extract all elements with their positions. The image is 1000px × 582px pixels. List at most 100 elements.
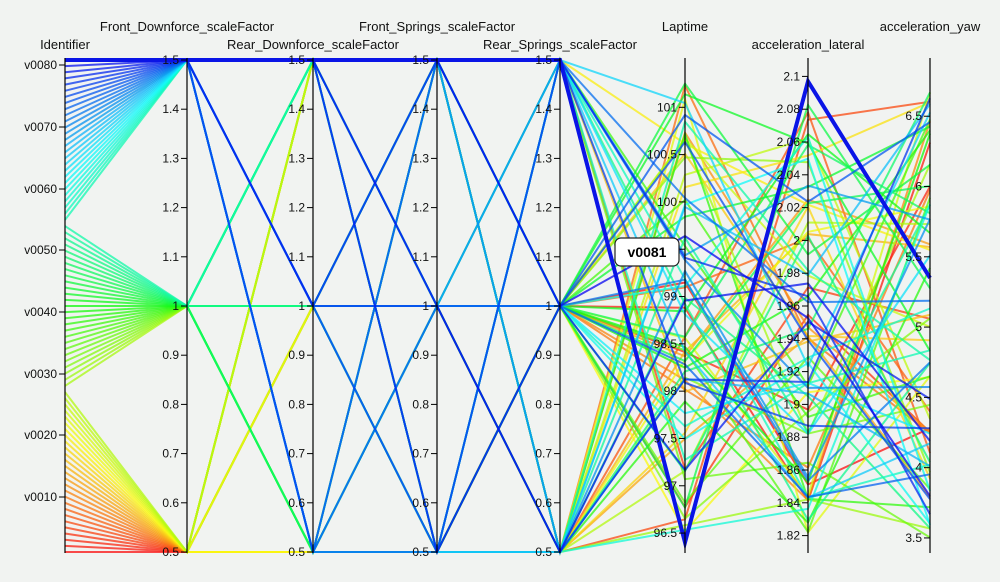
tick-label: 1.2 (412, 201, 429, 215)
tick-label: 3.5 (905, 531, 922, 545)
tick-label: v0060 (24, 182, 57, 196)
tick-label: 1.1 (288, 250, 305, 264)
axis-title: Identifier (40, 37, 91, 52)
tick-label: 0.8 (162, 397, 179, 411)
tick-label: 1.4 (162, 102, 179, 116)
axis-acceleration-yaw[interactable]: acceleration_yaw 3.5 4 4.5 5 5.5 6 6.5 (880, 19, 981, 553)
tick-label: 2.06 (777, 135, 801, 149)
tick-label: 97 (664, 479, 678, 493)
tick-label: v0020 (24, 428, 57, 442)
tick-label: 1.9 (783, 397, 800, 411)
tick-label: 1.5 (412, 53, 429, 67)
tick-label: 0.6 (535, 496, 552, 510)
tick-label: 0.9 (535, 348, 552, 362)
axis-title: Laptime (662, 19, 708, 34)
tick-label: 1.86 (777, 463, 801, 477)
tick-label: 0.6 (412, 496, 429, 510)
tick-label: 1.3 (162, 151, 179, 165)
tick-label: 0.7 (412, 447, 429, 461)
tick-label: 0.9 (162, 348, 179, 362)
tick-label: 100.5 (647, 148, 677, 162)
tick-label: 100 (657, 195, 677, 209)
axis-title: Rear_Springs_scaleFactor (483, 37, 638, 52)
tick-label: 0.7 (288, 447, 305, 461)
axis-rear-springs-scalefactor[interactable]: Rear_Springs_scaleFactor 0.5 0.6 0.7 0.8 0.9 1… (483, 37, 638, 559)
tick-label: 1.1 (412, 250, 429, 264)
tick-label: 0.8 (412, 397, 429, 411)
tick-label: 1 (545, 299, 552, 313)
axis-title: acceleration_yaw (880, 19, 981, 34)
tick-label: 1 (172, 299, 179, 313)
axis-rear-downforce-scalefactor[interactable]: Rear_Downforce_scaleFactor 0.5 0.6 0.7 0.8 0.… (227, 37, 400, 559)
tick-label: v0070 (24, 120, 57, 134)
tick-label: 1.2 (535, 201, 552, 215)
tick-label: 1.5 (288, 53, 305, 67)
tick-label: 0.6 (288, 496, 305, 510)
tick-label: 2.04 (777, 168, 801, 182)
tick-label: v0050 (24, 243, 57, 257)
tick-label: 4.5 (905, 390, 922, 404)
tick-label: 1.88 (777, 430, 801, 444)
axis-title: Front_Downforce_scaleFactor (100, 19, 275, 34)
tick-label: v0030 (24, 367, 57, 381)
tick-label: 0.9 (288, 348, 305, 362)
tick-label: 0.7 (535, 447, 552, 461)
tick-label: 1.94 (777, 332, 801, 346)
axis-title: Rear_Downforce_scaleFactor (227, 37, 400, 52)
tick-label: 0.5 (162, 545, 179, 559)
tick-label: 1.3 (535, 151, 552, 165)
tick-label: 5 (915, 320, 922, 334)
tick-label: 2.02 (777, 201, 801, 215)
tick-label: 2.1 (783, 69, 800, 83)
axis-identifier[interactable]: Identifier v0010 v0020 v0030 v0040 v0050 v0060… (24, 37, 91, 553)
tick-label: 1.5 (535, 53, 552, 67)
tick-label: 0.5 (535, 545, 552, 559)
tick-label: 0.6 (162, 496, 179, 510)
tick-label: 1.1 (535, 250, 552, 264)
tick-label: 1.84 (777, 496, 801, 510)
tick-label: 1.92 (777, 365, 801, 379)
tick-label: 101 (657, 100, 677, 114)
tick-label: 0.8 (535, 397, 552, 411)
tick-label: 1.96 (777, 299, 801, 313)
tick-label: 6 (915, 180, 922, 194)
tick-label: 0.8 (288, 397, 305, 411)
tick-label: 1.1 (162, 250, 179, 264)
highlighted-series-line[interactable] (65, 58, 932, 551)
tick-label: 0.5 (412, 545, 429, 559)
tick-label: 1.2 (162, 201, 179, 215)
tick-label: 1.4 (412, 102, 429, 116)
tick-label: 1 (422, 299, 429, 313)
hover-tooltip: v0081 (614, 237, 680, 267)
tick-label: 5.5 (905, 250, 922, 264)
tick-label: 0.7 (162, 447, 179, 461)
polylines-layer (64, 56, 932, 556)
tick-label: 97.5 (654, 431, 678, 445)
tick-label: v0040 (24, 305, 57, 319)
axis-front-springs-scalefactor[interactable]: Front_Springs_scaleFactor 0.5 0.6 0.7 0.8 0.9… (359, 19, 516, 559)
axis-front-downforce-scalefactor[interactable]: Front_Downforce_scaleFactor 0.5 0.6 0.7 0.8 0… (100, 19, 275, 559)
tick-label: 0.5 (288, 545, 305, 559)
tick-label: 1 (298, 299, 305, 313)
tooltip-label: v0081 (628, 244, 667, 260)
tick-label: 98.5 (654, 337, 678, 351)
tick-label: 2 (793, 233, 800, 247)
tick-label: 4 (915, 461, 922, 475)
axis-title: Front_Springs_scaleFactor (359, 19, 516, 34)
tick-label: 2.08 (777, 102, 801, 116)
tick-label: 96.5 (654, 526, 678, 540)
tick-label: 6.5 (905, 109, 922, 123)
tick-label: v0080 (24, 58, 57, 72)
series-line[interactable] (64, 142, 931, 553)
tick-label: 1.98 (777, 266, 801, 280)
tick-label: v0010 (24, 490, 57, 504)
tick-label: 0.9 (412, 348, 429, 362)
tooltip-box (614, 237, 680, 267)
axis-title: acceleration_lateral (752, 37, 865, 52)
tick-label: 1.82 (777, 529, 801, 543)
axis-acceleration-lateral[interactable]: acceleration_lateral 1.82 1.84 1.86 1.88 1.9 1… (752, 37, 865, 553)
tick-label: 1.4 (535, 102, 552, 116)
tick-label: 1.2 (288, 201, 305, 215)
tick-label: 1.3 (288, 151, 305, 165)
